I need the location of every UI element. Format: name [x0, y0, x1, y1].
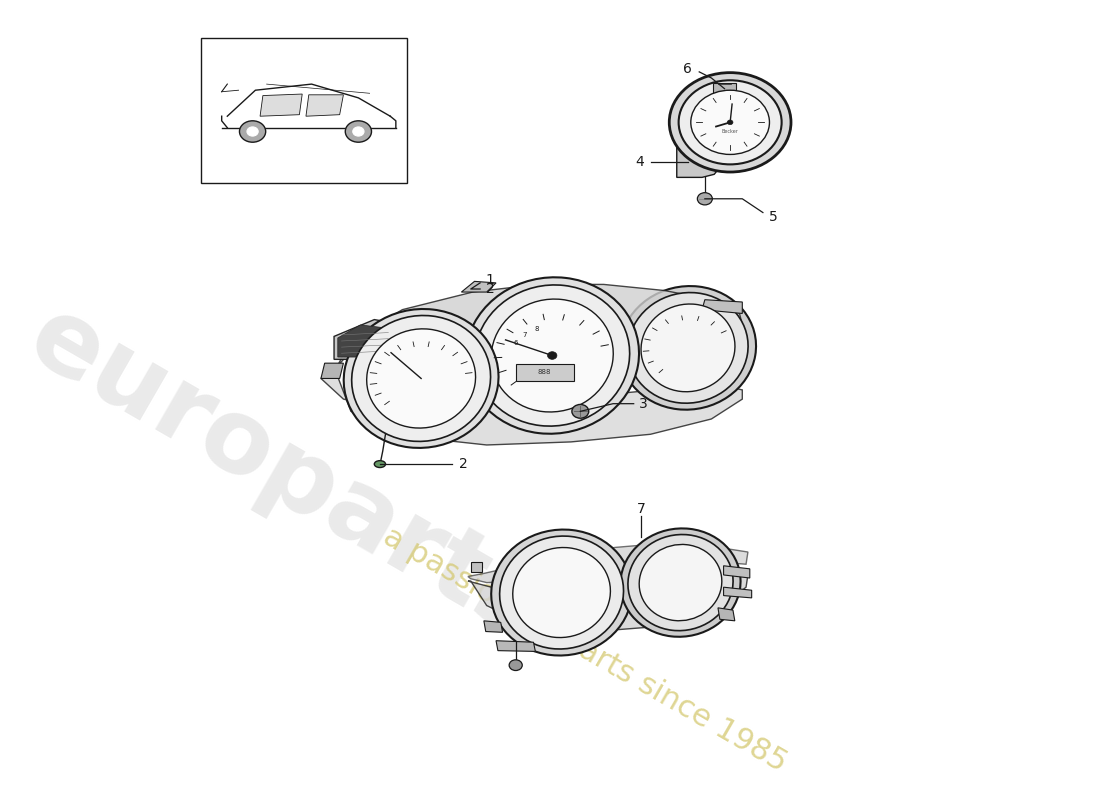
- Polygon shape: [367, 416, 405, 432]
- Ellipse shape: [639, 545, 722, 621]
- Polygon shape: [337, 285, 742, 367]
- Text: 8: 8: [535, 326, 539, 332]
- Circle shape: [727, 120, 733, 125]
- Circle shape: [248, 127, 258, 136]
- Polygon shape: [260, 94, 302, 116]
- Circle shape: [240, 121, 266, 142]
- Text: 2: 2: [486, 282, 495, 296]
- Circle shape: [548, 352, 557, 359]
- Circle shape: [572, 405, 588, 418]
- Circle shape: [669, 73, 791, 172]
- Polygon shape: [468, 543, 748, 582]
- Ellipse shape: [513, 547, 610, 638]
- Text: 6: 6: [514, 340, 518, 346]
- Ellipse shape: [475, 285, 629, 426]
- Ellipse shape: [628, 534, 733, 630]
- Text: 3: 3: [639, 397, 648, 410]
- Circle shape: [353, 127, 364, 136]
- Text: 5: 5: [769, 210, 778, 224]
- Ellipse shape: [343, 309, 498, 448]
- Text: 1: 1: [486, 273, 495, 287]
- Ellipse shape: [352, 315, 491, 442]
- Ellipse shape: [366, 329, 475, 428]
- Circle shape: [697, 193, 713, 205]
- Polygon shape: [484, 621, 503, 632]
- FancyBboxPatch shape: [713, 83, 736, 94]
- Ellipse shape: [492, 530, 632, 655]
- Text: 7: 7: [637, 502, 646, 516]
- Circle shape: [679, 80, 782, 164]
- Text: 4: 4: [635, 155, 643, 169]
- Text: 7: 7: [522, 332, 527, 338]
- Polygon shape: [702, 300, 743, 314]
- Polygon shape: [338, 325, 393, 357]
- Ellipse shape: [628, 293, 748, 403]
- Polygon shape: [676, 146, 718, 178]
- FancyBboxPatch shape: [201, 38, 407, 183]
- Polygon shape: [718, 608, 735, 621]
- Polygon shape: [334, 319, 405, 359]
- Polygon shape: [306, 95, 343, 116]
- Polygon shape: [724, 587, 751, 598]
- Polygon shape: [321, 367, 742, 445]
- Text: Becker: Becker: [722, 129, 738, 134]
- Circle shape: [345, 121, 372, 142]
- Text: 888: 888: [538, 370, 551, 375]
- Polygon shape: [321, 363, 343, 378]
- Ellipse shape: [374, 461, 385, 467]
- Ellipse shape: [620, 529, 740, 637]
- Text: europarts: europarts: [11, 286, 560, 662]
- FancyBboxPatch shape: [516, 364, 574, 381]
- Ellipse shape: [641, 304, 735, 392]
- Text: a passion for parts since 1985: a passion for parts since 1985: [378, 522, 792, 778]
- Polygon shape: [468, 567, 748, 630]
- Ellipse shape: [499, 536, 624, 649]
- Polygon shape: [471, 562, 482, 572]
- Polygon shape: [496, 641, 536, 651]
- Ellipse shape: [620, 286, 756, 410]
- Circle shape: [509, 660, 522, 670]
- Ellipse shape: [492, 299, 614, 412]
- Text: 6: 6: [683, 62, 692, 76]
- Circle shape: [691, 90, 770, 154]
- Polygon shape: [724, 566, 750, 578]
- Ellipse shape: [465, 278, 639, 434]
- Text: 2: 2: [459, 457, 468, 471]
- Polygon shape: [461, 282, 496, 292]
